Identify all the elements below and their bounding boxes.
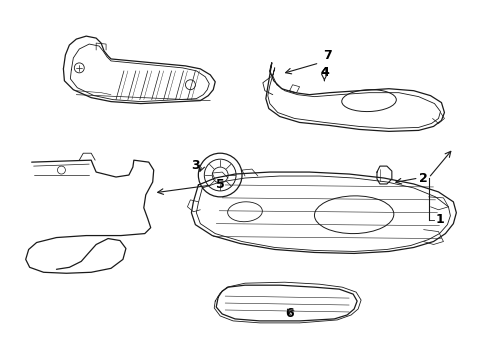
Text: 2: 2 bbox=[418, 171, 427, 185]
Text: 3: 3 bbox=[191, 159, 199, 172]
Text: 6: 6 bbox=[285, 307, 293, 320]
Text: 4: 4 bbox=[319, 66, 328, 79]
Text: 1: 1 bbox=[435, 213, 444, 226]
Text: 5: 5 bbox=[215, 179, 224, 192]
Text: 4: 4 bbox=[319, 66, 328, 79]
Text: 7: 7 bbox=[322, 49, 331, 63]
